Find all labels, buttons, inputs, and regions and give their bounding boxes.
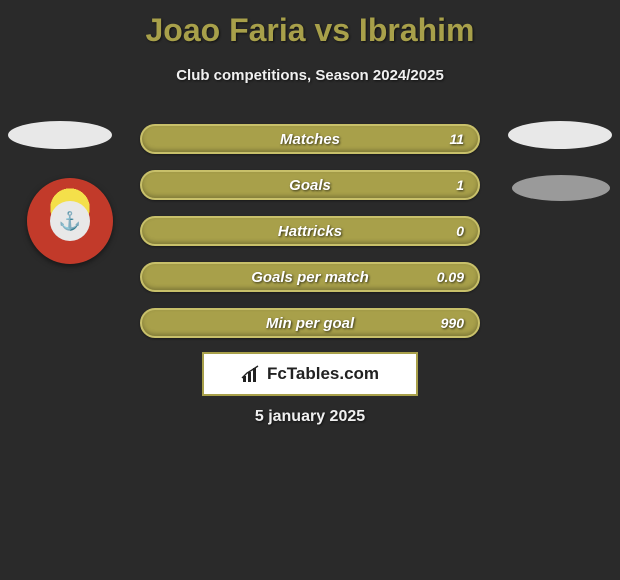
source-logo-box: FcTables.com [202, 352, 418, 396]
stat-value: 0.09 [437, 269, 464, 285]
anchor-icon: ⚓ [50, 201, 90, 241]
stat-label: Goals per match [251, 269, 369, 286]
bar-chart-icon [241, 364, 261, 384]
stat-label: Matches [280, 131, 340, 148]
ellipse-left-pedestal [8, 121, 112, 149]
stat-value: 0 [456, 223, 464, 239]
stat-label: Min per goal [266, 315, 354, 332]
stat-row-matches: Matches 11 [140, 124, 480, 154]
stat-row-goals-per-match: Goals per match 0.09 [140, 262, 480, 292]
stat-value: 11 [449, 131, 464, 147]
stat-bars: Matches 11 Goals 1 Hattricks 0 Goals per… [140, 124, 480, 354]
source-logo-text: FcTables.com [267, 364, 379, 384]
stat-value: 990 [441, 315, 464, 331]
stat-value: 1 [456, 177, 464, 193]
stat-row-min-per-goal: Min per goal 990 [140, 308, 480, 338]
subtitle: Club competitions, Season 2024/2025 [0, 67, 620, 84]
club-badge: ⚓ [27, 178, 113, 264]
date-text: 5 january 2025 [0, 408, 620, 426]
stat-label: Goals [289, 177, 331, 194]
ellipse-right-top-pedestal [508, 121, 612, 149]
ellipse-right-bottom-pedestal [512, 175, 610, 201]
page-title: Joao Faria vs Ibrahim [0, 0, 620, 49]
stat-row-hattricks: Hattricks 0 [140, 216, 480, 246]
stat-row-goals: Goals 1 [140, 170, 480, 200]
stat-label: Hattricks [278, 223, 342, 240]
